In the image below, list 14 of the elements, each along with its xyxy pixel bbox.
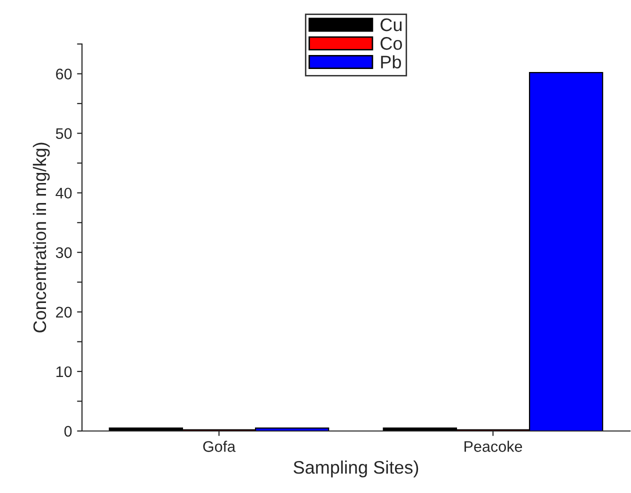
y-tick-label: 0 [64,426,72,437]
y-tick-label: 20 [56,306,72,318]
legend-label: Pb [381,55,401,68]
y-tick-label: 40 [56,188,72,199]
y-axis-title: Concentration in mg/kg) [32,142,50,332]
y-tick-label: 30 [56,247,72,258]
legend-label: Co [380,37,402,50]
y-tick-label: 10 [56,366,72,378]
y-tick-label: 60 [56,68,72,80]
x-tick-label: Peacoke [464,440,522,452]
x-tick-label: Gofa [203,440,236,452]
y-tick-label: 50 [56,128,72,139]
x-axis-title: Sampling Sites) [294,460,418,478]
legend-label: Cu [380,18,402,32]
